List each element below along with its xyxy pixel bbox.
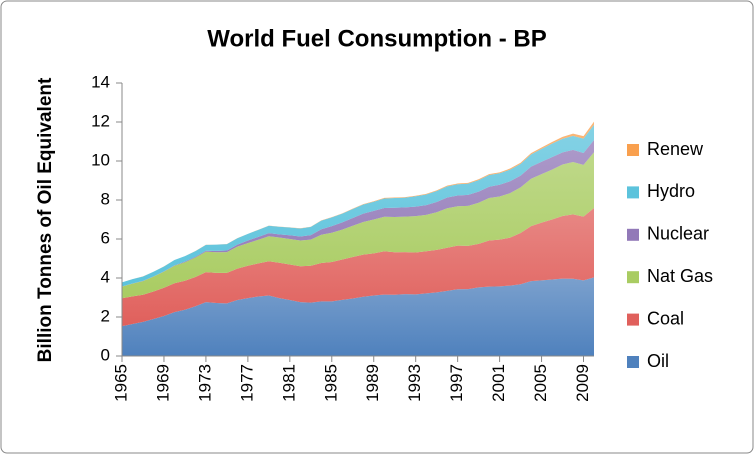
y-axis-label: Billion Tonnes of Oil Equivalent: [35, 77, 56, 362]
x-tick-label: 1969: [153, 364, 172, 402]
legend-swatch: [627, 186, 639, 199]
legend-swatch: [627, 228, 639, 241]
legend-swatch: [627, 313, 639, 326]
legend-label: Coal: [647, 308, 684, 328]
x-tick-label: 1997: [447, 364, 466, 402]
x-tick-label: 1993: [405, 364, 424, 402]
x-tick-label: 2009: [573, 364, 592, 402]
y-tick-label: 12: [91, 111, 110, 130]
area: [122, 207, 594, 327]
legend-label: Nuclear: [647, 224, 709, 244]
x-tick-label: 1965: [111, 364, 130, 402]
x-tick-label: 2001: [489, 364, 508, 402]
y-tick-label: 6: [101, 228, 110, 247]
legend-label: Hydro: [647, 181, 695, 201]
x-tick-label: 1981: [279, 364, 298, 402]
legend-label: Renew: [647, 139, 704, 159]
y-tick-label: 2: [101, 306, 110, 325]
x-tick-label: 1973: [195, 364, 214, 402]
area: [122, 277, 594, 356]
y-tick-label: 4: [101, 267, 110, 286]
x-tick-label: 1977: [237, 364, 256, 402]
legend-label: Oil: [647, 351, 669, 371]
y-tick-label: 8: [101, 189, 110, 208]
legend-swatch: [627, 271, 639, 284]
chart-title: World Fuel Consumption - BP: [207, 25, 547, 52]
x-tick-label: 1985: [321, 364, 340, 402]
y-tick-label: 10: [91, 150, 110, 169]
legend-swatch: [627, 356, 639, 368]
x-tick-label: 2005: [531, 364, 550, 402]
area: [122, 152, 594, 299]
legend-label: Nat Gas: [647, 266, 713, 286]
x-tick-label: 1989: [363, 364, 382, 402]
legend-swatch: [627, 144, 639, 156]
y-tick-label: 0: [101, 345, 110, 364]
y-tick-label: 14: [91, 72, 110, 91]
